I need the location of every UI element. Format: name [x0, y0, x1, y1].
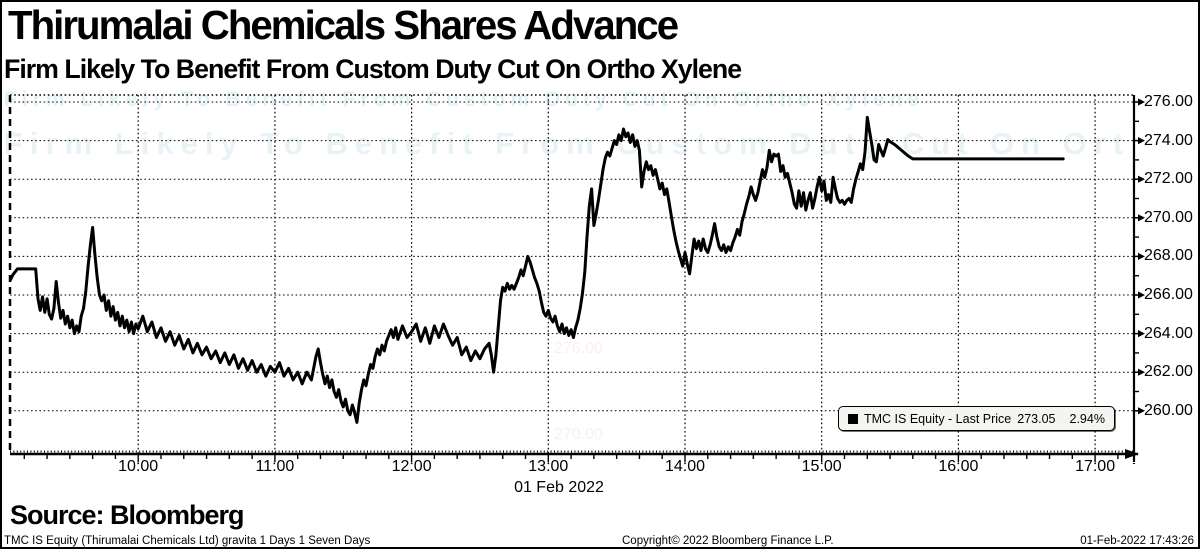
y-tick-arrow-icon: [1138, 98, 1145, 106]
y-axis-label: 260.00: [1144, 401, 1193, 419]
x-axis-label: 12:00: [391, 458, 432, 475]
y-axis-label: 268.00: [1144, 247, 1193, 265]
legend-last-price: 273.05: [1017, 411, 1056, 426]
y-tick-arrow-icon: [1138, 330, 1145, 338]
legend-series-swatch-icon: [848, 413, 858, 424]
y-axis-label: 264.00: [1144, 324, 1193, 342]
x-axis-label: 10:00: [118, 458, 159, 475]
x-axis-date-label: 01 Feb 2022: [514, 479, 604, 496]
x-axis-label: 14:00: [664, 458, 705, 475]
y-tick-arrow-icon: [1138, 137, 1145, 145]
y-tick-arrow-icon: [1138, 175, 1145, 183]
x-axis-label: 11:00: [255, 458, 295, 475]
y-tick-arrow-icon: [1138, 214, 1145, 222]
x-axis-label: 17:00: [1075, 458, 1116, 475]
price-line: [9, 115, 1065, 424]
subtitle-ghost-echo-large: Firm Likely To Benefit From Custom Duty …: [4, 126, 1130, 161]
legend-series-label: TMC IS Equity - Last Price: [864, 411, 1012, 426]
y-axis-label: 276.00: [1144, 93, 1193, 110]
subtitle-ghost-echo-small: Firm Likely To Benefit From Custom Duty …: [4, 88, 924, 111]
y-axis-label: 270.00: [1144, 208, 1193, 226]
footer-copyright: Copyright© 2022 Bloomberg Finance L.P.: [622, 535, 834, 547]
y-tick-arrow-icon: [1138, 368, 1145, 376]
y-axis-label: 266.00: [1144, 286, 1193, 303]
x-axis-arrow-icon: [1125, 449, 1139, 459]
y-axis-label: 274.00: [1144, 131, 1193, 149]
source-attribution: Source: Bloomberg: [10, 500, 245, 530]
x-axis-label: 15:00: [801, 458, 842, 475]
legend-box[interactable]: TMC IS Equity - Last Price 273.05 2.94%: [838, 406, 1115, 431]
x-axis-label: 16:00: [938, 458, 979, 475]
legend-change-percent: 2.94%: [1069, 411, 1105, 426]
footer-ticker-info: TMC IS Equity (Thirumalai Chemicals Ltd)…: [4, 535, 371, 547]
y-tick-arrow-icon: [1138, 407, 1145, 415]
chart-title: Thirumalai Chemicals Shares Advance: [8, 2, 679, 48]
x-axis-label: 13:00: [528, 458, 569, 475]
ghost-axis-number: 270.00: [554, 426, 603, 443]
y-axis-label: 272.00: [1144, 170, 1193, 188]
chart-subtitle: Firm Likely To Benefit From Custom Duty …: [4, 54, 742, 84]
ghost-axis-number: 276.00: [554, 340, 603, 357]
y-tick-arrow-icon: [1138, 252, 1145, 260]
y-axis-label: 262.00: [1144, 363, 1193, 381]
y-tick-arrow-icon: [1138, 291, 1145, 299]
footer-timestamp: 01-Feb-2022 17:43:26: [1080, 535, 1194, 547]
